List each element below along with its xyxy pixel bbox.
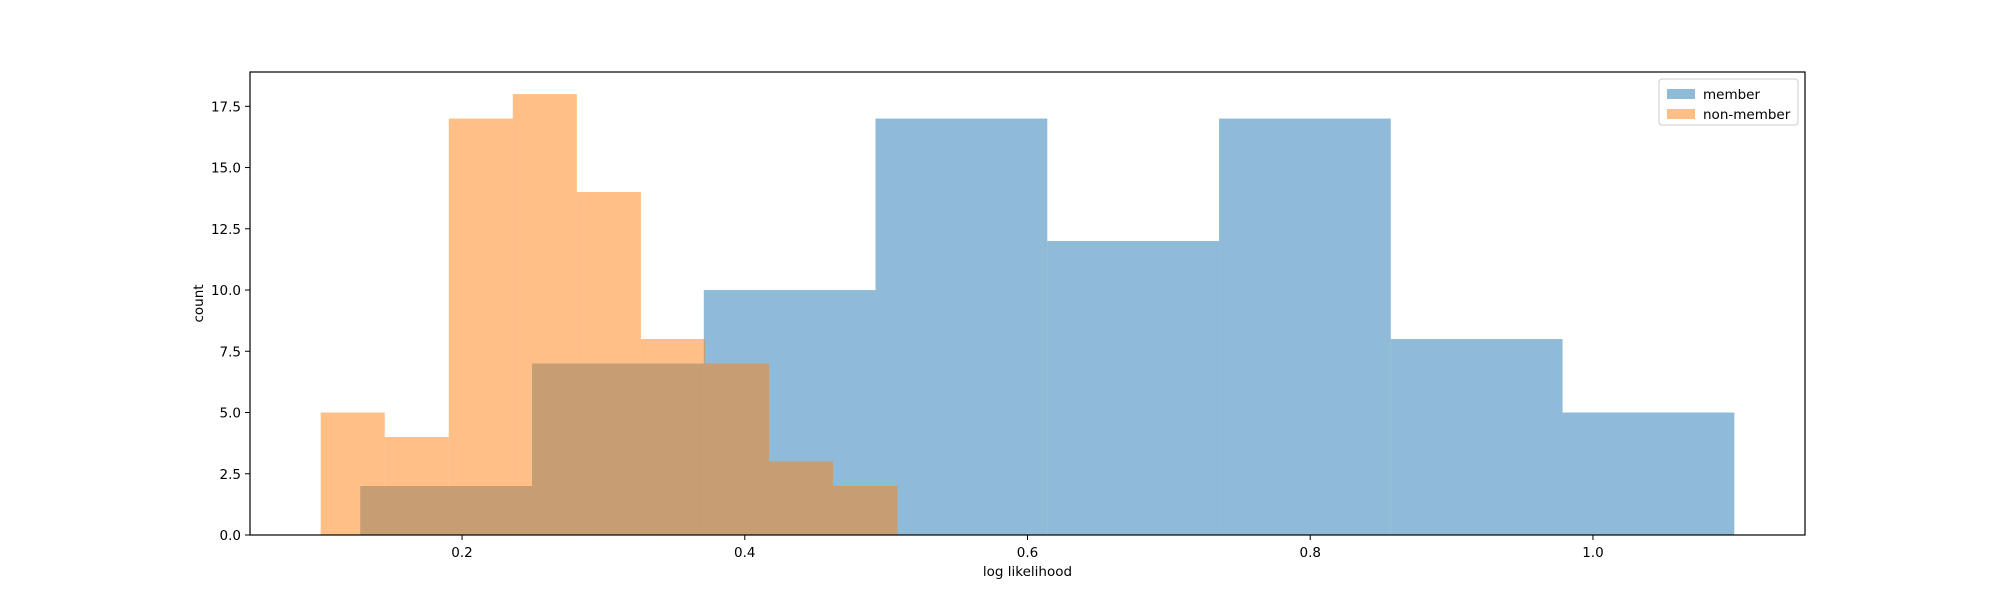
member-bar — [1047, 241, 1220, 536]
y-axis-ticks: 0.0 2.5 5.0 7.5 10.0 12.5 15.0 17.5 — [211, 99, 250, 544]
member-bar — [1219, 118, 1391, 535]
non-member-bar — [768, 461, 833, 535]
y-tick-label: 0.0 — [220, 528, 241, 544]
non-member-bar — [320, 412, 385, 535]
x-axis-label: log likelihood — [983, 564, 1072, 580]
member-bar — [875, 118, 1048, 535]
y-tick-label: 17.5 — [211, 99, 241, 115]
member-bar — [1390, 339, 1563, 535]
legend-swatch-non-member — [1667, 109, 1695, 119]
legend: member non-member — [1658, 78, 1799, 126]
non-member-bar — [832, 486, 898, 535]
member-bar — [1562, 412, 1735, 535]
y-tick-label: 12.5 — [211, 222, 241, 238]
non-member-bar — [576, 192, 641, 535]
y-tick-label: 5.0 — [220, 406, 241, 422]
legend-label-member: member — [1703, 87, 1760, 103]
non-member-bar — [704, 363, 769, 535]
x-axis-ticks: 0.2 0.4 0.6 0.8 1.0 — [451, 535, 1604, 561]
y-axis-label: count — [191, 284, 207, 322]
non-member-bar — [384, 437, 449, 535]
non-member-bar — [512, 94, 577, 536]
y-tick-label: 15.0 — [211, 161, 241, 177]
non-member-bar — [448, 118, 513, 535]
x-tick-label: 0.6 — [1017, 545, 1038, 561]
x-tick-label: 0.4 — [734, 545, 755, 561]
x-tick-label: 1.0 — [1582, 545, 1603, 561]
legend-swatch-member — [1667, 89, 1695, 99]
non-member-bar — [640, 339, 705, 535]
y-tick-label: 2.5 — [220, 467, 241, 483]
legend-label-non-member: non-member — [1703, 107, 1791, 123]
histogram-bars — [320, 94, 1735, 536]
x-tick-label: 0.2 — [451, 545, 472, 561]
y-tick-label: 10.0 — [211, 283, 241, 299]
x-tick-label: 0.8 — [1299, 545, 1320, 561]
y-tick-label: 7.5 — [220, 344, 241, 360]
